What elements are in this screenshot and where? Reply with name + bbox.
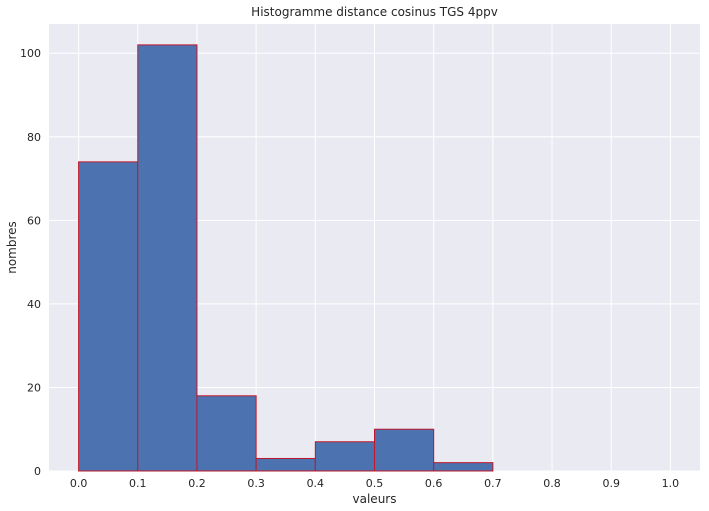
x-tick-label: 0.2	[188, 477, 206, 490]
y-axis-label: nombres	[5, 221, 19, 274]
y-tick-label: 40	[27, 298, 41, 311]
x-tick-label: 0.9	[602, 477, 620, 490]
x-tick-label: 0.1	[129, 477, 147, 490]
x-axis-label: valeurs	[353, 492, 397, 506]
chart-title: Histogramme distance cosinus TGS 4ppv	[251, 5, 498, 19]
histogram-bar	[78, 161, 139, 472]
x-tick-label: 1.0	[662, 477, 680, 490]
histogram-bar	[374, 428, 435, 472]
histogram-bars	[78, 44, 494, 472]
y-tick-label: 0	[34, 465, 41, 478]
x-tick-label: 0.0	[70, 477, 88, 490]
histogram-bar	[314, 441, 375, 472]
x-tick-label: 0.5	[366, 477, 384, 490]
y-tick-label: 60	[27, 214, 41, 227]
histogram-bar	[433, 462, 494, 472]
x-tick-label: 0.6	[425, 477, 443, 490]
x-tick-label: 0.8	[543, 477, 561, 490]
y-tick-label: 100	[20, 47, 41, 60]
x-tick-label: 0.7	[484, 477, 502, 490]
x-tick-label: 0.4	[307, 477, 325, 490]
x-tick-label: 0.3	[247, 477, 265, 490]
histogram-bar	[137, 44, 198, 472]
histogram-bar	[255, 457, 316, 472]
histogram-bar	[196, 395, 257, 472]
y-axis-ticks: 0 20 40 60 80 100	[20, 47, 41, 478]
y-tick-label: 80	[27, 131, 41, 144]
y-tick-label: 20	[27, 381, 41, 394]
x-axis-ticks: 0.0 0.1 0.2 0.3 0.4 0.5 0.6 0.7 0.8 0.9 1.0	[70, 477, 679, 490]
